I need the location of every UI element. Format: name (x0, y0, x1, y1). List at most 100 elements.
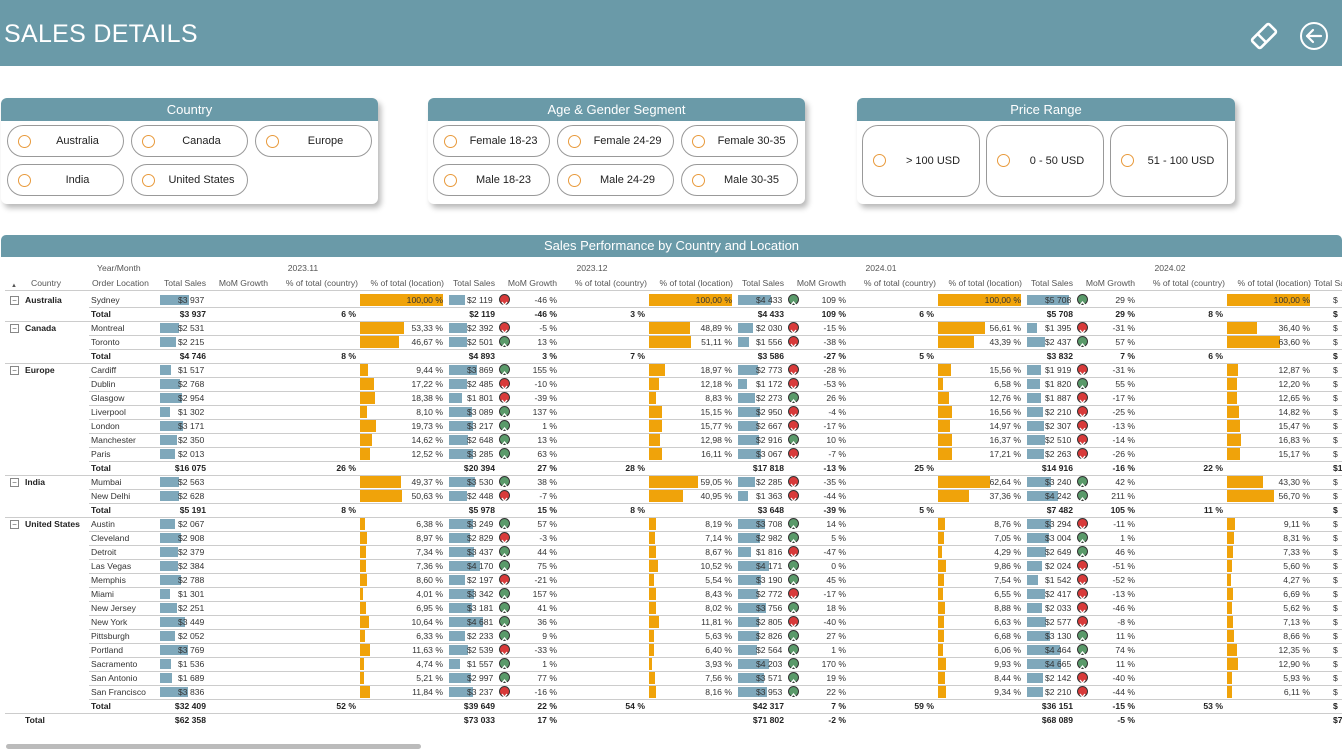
sales-bar (1027, 337, 1045, 347)
sales-bar (738, 393, 755, 403)
cell-mom-growth: 46 % (1115, 547, 1135, 557)
slicer-option-australia[interactable]: Australia (7, 125, 124, 157)
location-row-header: Glasgow (91, 393, 125, 403)
sales-bar (449, 435, 468, 445)
collapse-toggle-icon[interactable]: − (10, 296, 19, 305)
cell-total-sales: $3 285 (467, 449, 494, 459)
cell-mom-growth: -31 % (1112, 365, 1135, 375)
collapse-toggle-icon[interactable]: − (10, 520, 19, 529)
slicer-option-united-states[interactable]: United States (131, 164, 248, 196)
trend-up-icon (788, 686, 799, 698)
trend-up-icon (499, 518, 510, 530)
cell-pct-location: 56,61 % (989, 323, 1021, 333)
cell-mom-growth: 63 % (537, 449, 557, 459)
row-divider (5, 712, 1342, 714)
sales-bar (1027, 323, 1037, 333)
slicer-option-male-18-23[interactable]: Male 18-23 (433, 164, 550, 196)
location-share-bar (938, 294, 1021, 306)
slicer-option-female-30-35[interactable]: Female 30-35 (681, 125, 798, 157)
slicer-option-india[interactable]: India (7, 164, 124, 196)
location-row-header: Sacramento (91, 659, 138, 669)
cell-mom-growth: -38 % (823, 337, 846, 347)
row-divider (5, 290, 1342, 291)
location-share-bar (360, 294, 443, 306)
sales-bar (160, 617, 185, 627)
cell-mom-growth: -26 % (1112, 449, 1135, 459)
cell-pct-location: 16,11 % (701, 449, 732, 459)
location-share-bar (649, 322, 690, 334)
cell-pct-country: 54 % (625, 701, 645, 711)
sales-bar (449, 337, 467, 347)
cell-mom-growth (206, 419, 268, 433)
trend-down-icon (1077, 364, 1088, 377)
trend-up-icon (788, 630, 799, 642)
cell-total-sales: $3 004 (1045, 533, 1072, 543)
cell-mom-growth: -52 % (1112, 575, 1135, 585)
cell-total-sales: $ (1333, 337, 1338, 347)
sales-bar (160, 561, 178, 571)
slicer-option-male-30-35[interactable]: Male 30-35 (681, 164, 798, 196)
row-divider (5, 320, 1342, 322)
radio-icon (568, 174, 581, 187)
location-share-bar (360, 406, 367, 418)
collapse-toggle-icon[interactable]: − (10, 366, 19, 375)
slicer-option-female-18-23[interactable]: Female 18-23 (433, 125, 550, 157)
cell-total-sales: $ (1333, 477, 1338, 487)
collapse-toggle-icon[interactable]: − (10, 324, 19, 333)
slicer-option-51-100[interactable]: 51 - 100 USD (1110, 125, 1228, 197)
slicer-option-male-24-29[interactable]: Male 24-29 (557, 164, 674, 196)
location-share-bar (938, 644, 943, 656)
trend-down-icon (1077, 672, 1088, 685)
location-share-bar (938, 392, 949, 404)
sales-bar (449, 519, 473, 529)
slicer-option-female-24-29[interactable]: Female 24-29 (557, 125, 674, 157)
location-share-bar (649, 658, 652, 670)
cell-total-sales: $ (1333, 323, 1338, 333)
back-arrow-icon[interactable] (1298, 20, 1330, 52)
cell-mom-growth (206, 391, 268, 405)
row-divider (89, 376, 1342, 378)
cell-total-sales: $2 564 (756, 645, 783, 655)
location-row-header: Cleveland (91, 533, 130, 543)
cell-total-sales: $2 215 (178, 337, 205, 347)
cell-mom-growth: -44 % (823, 491, 846, 501)
location-row-header: Mumbai (91, 477, 122, 487)
cell-mom-growth (206, 405, 268, 419)
sales-bar (449, 631, 465, 641)
cell-pct-location: 9,93 % (994, 659, 1021, 669)
col-header-pct-location: % of total (location) (370, 278, 444, 288)
cell-total-sales: $5 708 (1045, 295, 1072, 305)
cell-mom-growth: -8 % (1117, 617, 1135, 627)
row-divider (89, 334, 1342, 336)
slicer-option-canada[interactable]: Canada (131, 125, 248, 157)
cell-total-sales: $2 030 (756, 323, 783, 333)
cell-mom-growth: -7 % (539, 491, 557, 501)
sales-bar (738, 365, 758, 375)
slicer-option-europe[interactable]: Europe (255, 125, 372, 157)
cell-total-sales: $4 893 (468, 351, 495, 361)
slicer-option-over-100[interactable]: > 100 USD (862, 125, 980, 197)
sales-bar (1027, 533, 1049, 543)
slicer-option-0-50[interactable]: 0 - 50 USD (986, 125, 1104, 197)
collapse-toggle-icon[interactable]: − (10, 478, 19, 487)
cell-total-sales: $20 394 (463, 463, 495, 473)
sales-bar (738, 533, 760, 543)
trend-down-icon (1077, 406, 1088, 419)
clear-filters-eraser-icon[interactable] (1248, 20, 1280, 52)
sort-ascending-icon[interactable]: ▲ (11, 283, 17, 289)
row-divider (5, 362, 1342, 364)
cell-mom-growth: 109 % (821, 309, 846, 319)
cell-pct-location: 6,38 % (416, 519, 443, 529)
sales-bar (1027, 365, 1041, 375)
cell-pct-country: 5 % (919, 351, 934, 361)
location-share-bar (360, 364, 368, 376)
cell-mom-growth: 77 % (537, 673, 557, 683)
trend-up-icon (499, 560, 510, 572)
cell-mom-growth (206, 307, 268, 321)
cell-mom-growth: 36 % (537, 617, 557, 627)
cell-total-sales: $5 978 (468, 505, 495, 515)
cell-total-sales: $ (1333, 505, 1338, 515)
cell-total-sales: $3 937 (178, 295, 205, 305)
horizontal-scrollbar[interactable] (6, 744, 421, 749)
cell-total-sales: $2 563 (178, 477, 205, 487)
